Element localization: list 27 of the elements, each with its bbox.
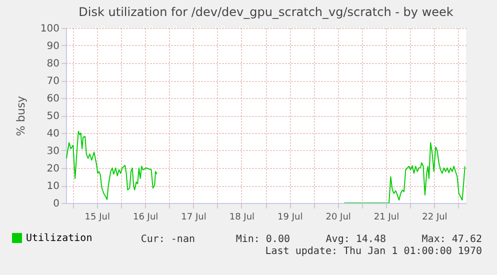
y-tick-label: 20: [46, 164, 60, 174]
x-tick-label: 15 Jul: [84, 212, 110, 222]
x-tick-label: 21 Jul: [374, 212, 400, 222]
y-tick-label: 90: [46, 41, 60, 52]
x-tick-label: 20 Jul: [326, 212, 351, 222]
legend-label: Utilization: [26, 233, 92, 244]
x-tick-label: 19 Jul: [278, 212, 303, 222]
y-tick-label: 50: [46, 111, 60, 122]
y-tick-label: 30: [46, 146, 60, 157]
x-tick-label: 16 Jul: [132, 212, 158, 222]
y-tick-label: 80: [46, 58, 60, 70]
x-tick-label: 17 Jul: [181, 212, 206, 222]
chart-title: Disk utilization for /dev/dev_gpu_scratch_vg/scratch - by week: [78, 5, 454, 19]
y-tick-label: 40: [46, 128, 60, 140]
text: Avg: 14.48: [326, 234, 386, 245]
text: Max: 47.62: [422, 234, 482, 245]
text: Last update: Thu Jan 1 01:00:00 1970: [265, 246, 482, 257]
y-tick-label: 100: [40, 24, 60, 34]
x-tick-label: 22 Jul: [422, 212, 448, 222]
y-tick-label: 70: [46, 76, 60, 87]
text: Min: 0.00: [236, 234, 290, 245]
x-tick-label: 18 Jul: [229, 212, 255, 222]
y-tick-label: 60: [46, 94, 60, 104]
y-axis-title: % busy: [14, 95, 28, 136]
y-tick-label: 10: [46, 181, 60, 192]
text: Cur: -nan: [140, 234, 195, 245]
y-tick-label: 0: [53, 198, 60, 210]
